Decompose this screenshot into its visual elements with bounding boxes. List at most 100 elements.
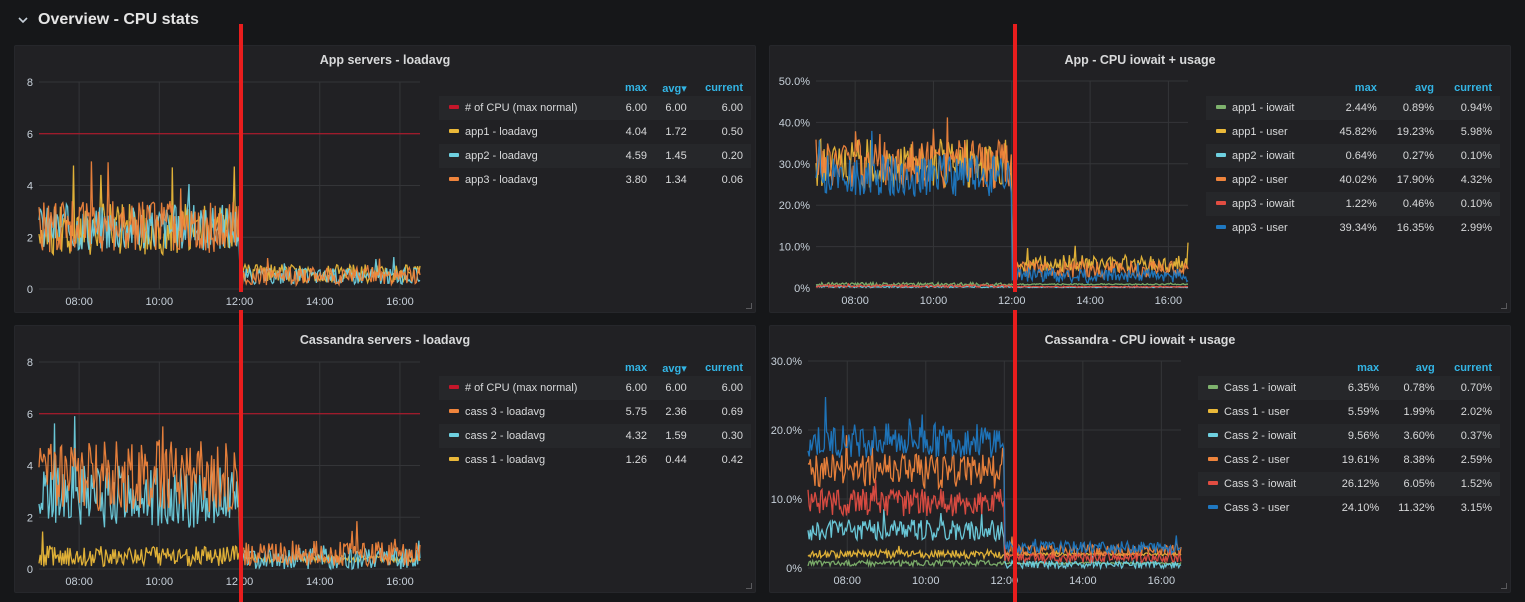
- legend-header-current[interactable]: current: [705, 362, 743, 374]
- legend-series-name[interactable]: app2 - iowait: [1206, 144, 1328, 168]
- legend-series-name[interactable]: Cass 3 - user: [1198, 496, 1331, 520]
- legend-row[interactable]: app2 - iowait 0.64% 0.27% 0.10%: [1206, 144, 1500, 168]
- panel-title[interactable]: App - CPU iowait + usage: [1064, 53, 1216, 67]
- legend-header-avg[interactable]: avg▾: [662, 362, 687, 375]
- legend-row[interactable]: # of CPU (max normal) 6.00 6.00 6.00: [439, 96, 751, 120]
- legend-current: 0.10%: [1442, 144, 1500, 168]
- legend-row[interactable]: app1 - user 45.82% 19.23% 5.98%: [1206, 120, 1500, 144]
- y-tick-label: 0: [27, 564, 33, 576]
- series-color-swatch[interactable]: [1208, 481, 1218, 486]
- legend-series-name[interactable]: Cass 1 - user: [1198, 400, 1331, 424]
- legend-header-max[interactable]: max: [1357, 362, 1380, 374]
- x-tick-label: 12:00: [991, 575, 1019, 587]
- legend-series-name[interactable]: # of CPU (max normal): [439, 96, 619, 120]
- series-color-swatch[interactable]: [1216, 129, 1226, 134]
- series-color-swatch[interactable]: [1208, 505, 1218, 510]
- legend-row[interactable]: app3 - iowait 1.22% 0.46% 0.10%: [1206, 192, 1500, 216]
- legend-row[interactable]: Cass 1 - iowait 6.35% 0.78% 0.70%: [1198, 376, 1500, 400]
- legend-row[interactable]: cass 1 - loadavg 1.26 0.44 0.42: [439, 448, 751, 472]
- legend-header-max[interactable]: max: [1354, 82, 1377, 94]
- y-tick-label: 4: [27, 461, 33, 473]
- series-color-swatch[interactable]: [1208, 385, 1218, 390]
- legend-series-name[interactable]: app2 - loadavg: [439, 144, 619, 168]
- x-tick-label: 12:00: [998, 295, 1026, 307]
- legend-header-max[interactable]: max: [625, 82, 648, 94]
- legend-header-avg[interactable]: avg: [1415, 362, 1435, 374]
- legend-row[interactable]: app1 - iowait 2.44% 0.89% 0.94%: [1206, 96, 1500, 120]
- series-color-swatch[interactable]: [1216, 201, 1226, 206]
- resize-handle[interactable]: [746, 303, 752, 309]
- legend-avg: 0.46%: [1384, 192, 1443, 216]
- legend-series-name[interactable]: app3 - iowait: [1206, 192, 1328, 216]
- legend-series-name[interactable]: Cass 2 - iowait: [1198, 424, 1331, 448]
- resize-handle[interactable]: [1501, 583, 1507, 589]
- series-color-swatch[interactable]: [449, 433, 459, 438]
- legend-row[interactable]: Cass 2 - user 19.61% 8.38% 2.59%: [1198, 448, 1500, 472]
- legend-avg: 16.35%: [1396, 222, 1435, 234]
- legend-row[interactable]: cass 2 - loadavg 4.32 1.59 0.30: [439, 424, 751, 448]
- legend-series-name[interactable]: app1 - user: [1206, 120, 1328, 144]
- series-color-swatch[interactable]: [1216, 225, 1226, 230]
- legend-row[interactable]: app3 - user 39.34% 16.35% 2.99%: [1206, 216, 1500, 240]
- legend-header-avg[interactable]: avg▾: [662, 82, 687, 95]
- series-color-swatch[interactable]: [449, 153, 459, 158]
- legend-row[interactable]: app2 - user 40.02% 17.90% 4.32%: [1206, 168, 1500, 192]
- legend-row[interactable]: Cass 1 - user 5.59% 1.99% 2.02%: [1198, 400, 1500, 424]
- legend-header-current[interactable]: current: [1454, 362, 1492, 374]
- legend-series-name[interactable]: Cass 1 - iowait: [1198, 376, 1331, 400]
- legend-avg: 1.59: [655, 424, 695, 448]
- panel-title[interactable]: Cassandra servers - loadavg: [299, 333, 471, 347]
- legend-row[interactable]: app3 - loadavg 3.80 1.34 0.06: [439, 168, 751, 192]
- series-color-swatch[interactable]: [1208, 457, 1218, 462]
- series-color-swatch[interactable]: [449, 177, 459, 182]
- legend-series-name[interactable]: app3 - user: [1206, 216, 1328, 240]
- series-color-swatch[interactable]: [1216, 153, 1226, 158]
- graph-cassandra-cpu[interactable]: 0% 10.0% 20.0% 30.0% 08:00 10:00 12:00 14:00 16:…: [770, 326, 1195, 594]
- legend-row[interactable]: app2 - loadavg 4.59 1.45 0.20: [439, 144, 751, 168]
- legend-row[interactable]: Cass 3 - user 24.10% 11.32% 3.15%: [1198, 496, 1500, 520]
- y-tick-label: 10.0%: [779, 242, 810, 254]
- panel-title[interactable]: Cassandra - CPU iowait + usage: [1044, 333, 1236, 347]
- graph-app-loadavg[interactable]: 0 2 4 6 8 08:00 10:00 12:00 14:00 16:00: [15, 46, 435, 314]
- series-color-swatch[interactable]: [1208, 433, 1218, 438]
- series-color-swatch[interactable]: [449, 385, 459, 390]
- legend-avg: 1.45: [655, 144, 695, 168]
- y-tick-label: 50.0%: [779, 76, 810, 88]
- legend-current: 3.15%: [1460, 502, 1492, 514]
- legend-max: 6.00: [618, 376, 656, 400]
- legend-series-name[interactable]: app1 - loadavg: [439, 120, 618, 144]
- series-color-swatch[interactable]: [449, 129, 459, 134]
- legend-avg: 2.36: [665, 406, 687, 418]
- legend-header-current[interactable]: current: [1454, 82, 1492, 94]
- resize-handle[interactable]: [1501, 303, 1507, 309]
- legend-row[interactable]: cass 3 - loadavg 5.75 2.36 0.69: [439, 400, 751, 424]
- graph-app-cpu[interactable]: 0% 10.0% 20.0% 30.0% 40.0% 50.0% 08:00 10:00 12:…: [770, 46, 1200, 314]
- legend-row[interactable]: app1 - loadavg 4.04 1.72 0.50: [439, 120, 751, 144]
- legend-series-name[interactable]: # of CPU (max normal): [439, 376, 619, 400]
- series-color-swatch[interactable]: [449, 457, 459, 462]
- legend-series-name[interactable]: app1 - iowait: [1206, 96, 1328, 120]
- legend-row[interactable]: Cass 3 - iowait 26.12% 6.05% 1.52%: [1198, 472, 1500, 496]
- legend-series-name[interactable]: app3 - loadavg: [439, 168, 618, 192]
- series-color-swatch[interactable]: [1216, 177, 1226, 182]
- row-header-toggle[interactable]: Overview - CPU stats: [16, 8, 199, 32]
- legend-header-current[interactable]: current: [705, 82, 743, 94]
- series-color-swatch[interactable]: [1208, 409, 1218, 414]
- series-color-swatch[interactable]: [1216, 105, 1226, 110]
- legend-series-name[interactable]: cass 2 - loadavg: [439, 424, 619, 448]
- legend: max avg current Cass 1 - iowait 6.35% 0.78…: [1198, 360, 1500, 520]
- legend-series-name[interactable]: cass 3 - loadavg: [439, 400, 618, 424]
- legend-header-avg[interactable]: avg: [1415, 82, 1435, 94]
- legend-header-max[interactable]: max: [625, 362, 648, 374]
- legend-series-name[interactable]: Cass 3 - iowait: [1198, 472, 1331, 496]
- panel-title[interactable]: App servers - loadavg: [319, 53, 451, 67]
- legend-series-name[interactable]: Cass 2 - user: [1198, 448, 1331, 472]
- legend-series-name[interactable]: cass 1 - loadavg: [439, 448, 618, 472]
- legend-row[interactable]: # of CPU (max normal) 6.00 6.00 6.00: [439, 376, 751, 400]
- series-color-swatch[interactable]: [449, 105, 459, 110]
- legend-series-name[interactable]: app2 - user: [1206, 168, 1328, 192]
- resize-handle[interactable]: [746, 583, 752, 589]
- legend-row[interactable]: Cass 2 - iowait 9.56% 3.60% 0.37%: [1198, 424, 1500, 448]
- series-color-swatch[interactable]: [449, 409, 459, 414]
